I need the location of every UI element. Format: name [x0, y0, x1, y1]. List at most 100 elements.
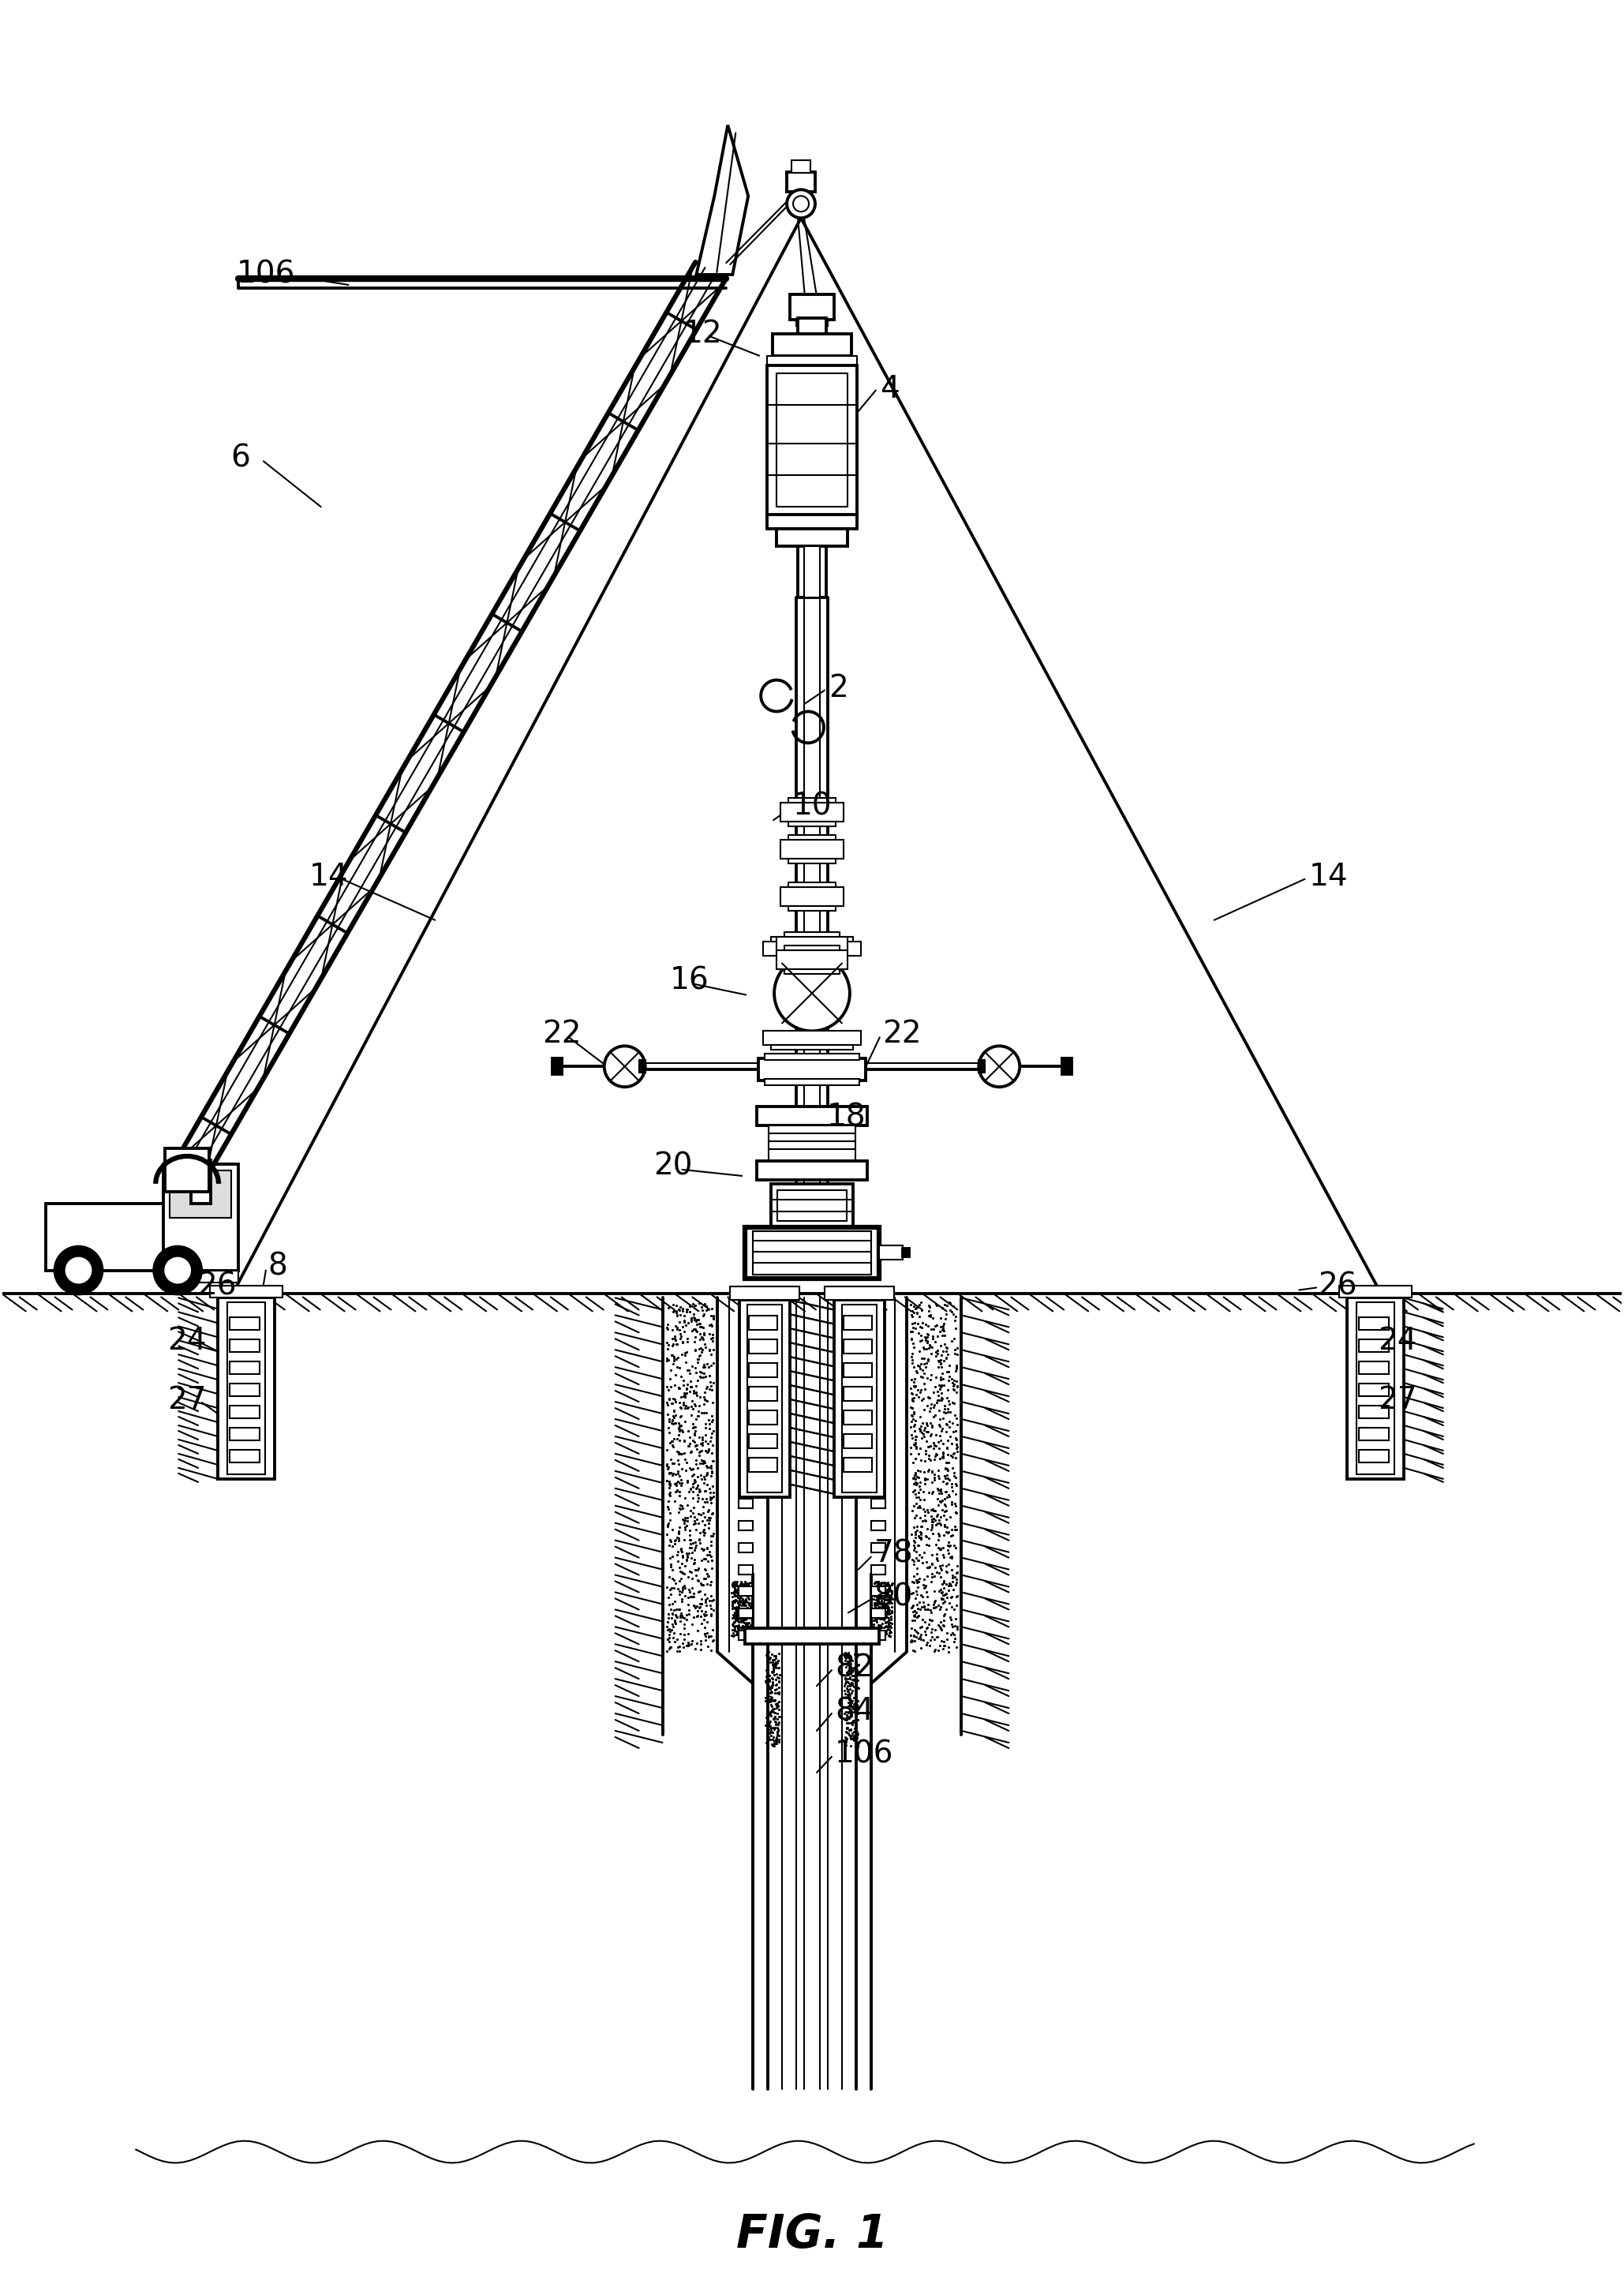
Bar: [218, 1297, 274, 1478]
Bar: [778, 1190, 846, 1222]
Bar: [757, 1160, 867, 1181]
Text: 24: 24: [167, 1327, 206, 1357]
Bar: [767, 515, 857, 529]
Bar: [767, 355, 857, 366]
Bar: [749, 1435, 778, 1448]
Bar: [166, 1149, 209, 1192]
Text: 10: 10: [793, 792, 831, 821]
Bar: [763, 940, 861, 956]
Bar: [638, 1059, 645, 1073]
Bar: [754, 1231, 870, 1274]
Bar: [870, 1522, 885, 1531]
Bar: [229, 1384, 260, 1396]
Text: 27: 27: [1377, 1384, 1418, 1416]
Text: 80: 80: [874, 1581, 913, 1613]
Bar: [843, 1364, 872, 1377]
Text: 6: 6: [231, 444, 250, 474]
Circle shape: [775, 956, 849, 1032]
Bar: [1359, 1405, 1389, 1419]
Text: FIG. 1: FIG. 1: [736, 2212, 888, 2256]
Bar: [739, 1522, 754, 1531]
Bar: [776, 936, 848, 956]
Bar: [776, 950, 848, 968]
Circle shape: [793, 197, 809, 213]
Bar: [786, 172, 815, 192]
Bar: [789, 295, 835, 320]
Text: 14: 14: [309, 863, 348, 892]
Bar: [788, 883, 836, 888]
Bar: [788, 906, 836, 911]
Bar: [749, 1338, 778, 1354]
Bar: [1359, 1318, 1389, 1329]
Bar: [758, 1059, 866, 1080]
Text: 106: 106: [835, 1739, 893, 1769]
Bar: [749, 1457, 778, 1471]
Bar: [229, 1451, 260, 1462]
Bar: [552, 1059, 562, 1075]
Bar: [843, 1435, 872, 1448]
Circle shape: [65, 1256, 93, 1284]
Bar: [835, 1300, 885, 1496]
Circle shape: [786, 190, 815, 217]
Bar: [749, 1387, 778, 1400]
Bar: [979, 1059, 986, 1073]
Text: 4: 4: [880, 373, 900, 403]
Text: 20: 20: [654, 1151, 693, 1181]
Bar: [791, 160, 810, 174]
Bar: [45, 1203, 211, 1270]
Bar: [841, 1304, 877, 1492]
Bar: [739, 1542, 754, 1551]
Bar: [784, 931, 840, 936]
Bar: [781, 840, 843, 858]
Bar: [1356, 1302, 1395, 1473]
Bar: [765, 1055, 859, 1059]
Bar: [788, 821, 836, 826]
Bar: [784, 945, 840, 950]
Text: 8: 8: [268, 1252, 287, 1281]
Bar: [164, 1165, 239, 1270]
Text: 78: 78: [874, 1540, 913, 1570]
Bar: [171, 1171, 231, 1217]
Bar: [1359, 1428, 1389, 1441]
Circle shape: [604, 1046, 645, 1087]
Bar: [768, 1126, 856, 1160]
Bar: [1359, 1384, 1389, 1396]
Bar: [773, 334, 851, 355]
Bar: [763, 1032, 861, 1046]
Bar: [843, 1338, 872, 1354]
Bar: [843, 1316, 872, 1329]
Bar: [825, 1286, 893, 1300]
Text: 27: 27: [167, 1384, 206, 1416]
Bar: [739, 1499, 754, 1508]
Bar: [771, 1046, 853, 1050]
Bar: [1359, 1451, 1389, 1462]
Circle shape: [55, 1247, 102, 1295]
Bar: [771, 1183, 853, 1226]
Bar: [870, 1542, 885, 1551]
Bar: [227, 1302, 265, 1473]
Bar: [796, 320, 828, 325]
Bar: [870, 1588, 885, 1597]
Circle shape: [164, 1256, 192, 1284]
Text: 106: 106: [237, 259, 296, 291]
Bar: [767, 366, 857, 515]
Bar: [1359, 1338, 1389, 1352]
Bar: [903, 1249, 909, 1256]
Bar: [229, 1318, 260, 1329]
Bar: [229, 1361, 260, 1375]
Bar: [739, 1608, 754, 1618]
Bar: [739, 1588, 754, 1597]
Bar: [749, 1316, 778, 1329]
Text: 16: 16: [669, 966, 708, 995]
Bar: [749, 1409, 778, 1425]
Bar: [1348, 1297, 1403, 1478]
Text: 26: 26: [1319, 1272, 1358, 1302]
Bar: [747, 1304, 783, 1492]
Bar: [192, 1160, 211, 1203]
Bar: [1062, 1059, 1072, 1075]
Text: 24: 24: [1377, 1327, 1416, 1357]
Bar: [745, 1629, 879, 1645]
Bar: [797, 547, 827, 597]
Text: 26: 26: [198, 1272, 237, 1302]
Text: 82: 82: [835, 1652, 874, 1682]
